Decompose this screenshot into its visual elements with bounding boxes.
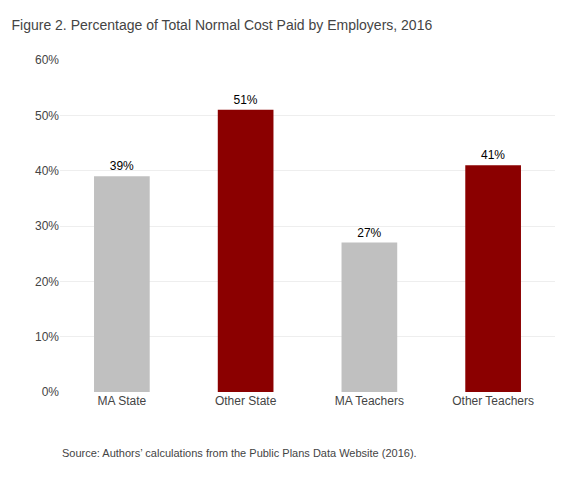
svg-text:Source: Authors’ calculations: Source: Authors’ calculations from the P… [62, 447, 417, 459]
svg-text:27%: 27% [357, 226, 381, 240]
svg-text:40%: 40% [35, 164, 59, 178]
svg-text:30%: 30% [35, 219, 59, 233]
svg-text:41%: 41% [481, 148, 505, 162]
svg-text:50%: 50% [35, 109, 59, 123]
svg-text:39%: 39% [110, 159, 134, 173]
svg-text:Other State: Other State [215, 394, 277, 408]
svg-text:20%: 20% [35, 275, 59, 289]
svg-text:0%: 0% [42, 385, 60, 399]
svg-text:Other Teachers: Other Teachers [452, 394, 534, 408]
svg-text:Figure 2. Percentage of Total: Figure 2. Percentage of Total Normal Cos… [12, 17, 433, 33]
svg-text:60%: 60% [35, 53, 59, 67]
svg-text:MA State: MA State [98, 394, 147, 408]
svg-text:MA Teachers: MA Teachers [335, 394, 404, 408]
svg-text:10%: 10% [35, 330, 59, 344]
svg-text:51%: 51% [233, 93, 257, 107]
